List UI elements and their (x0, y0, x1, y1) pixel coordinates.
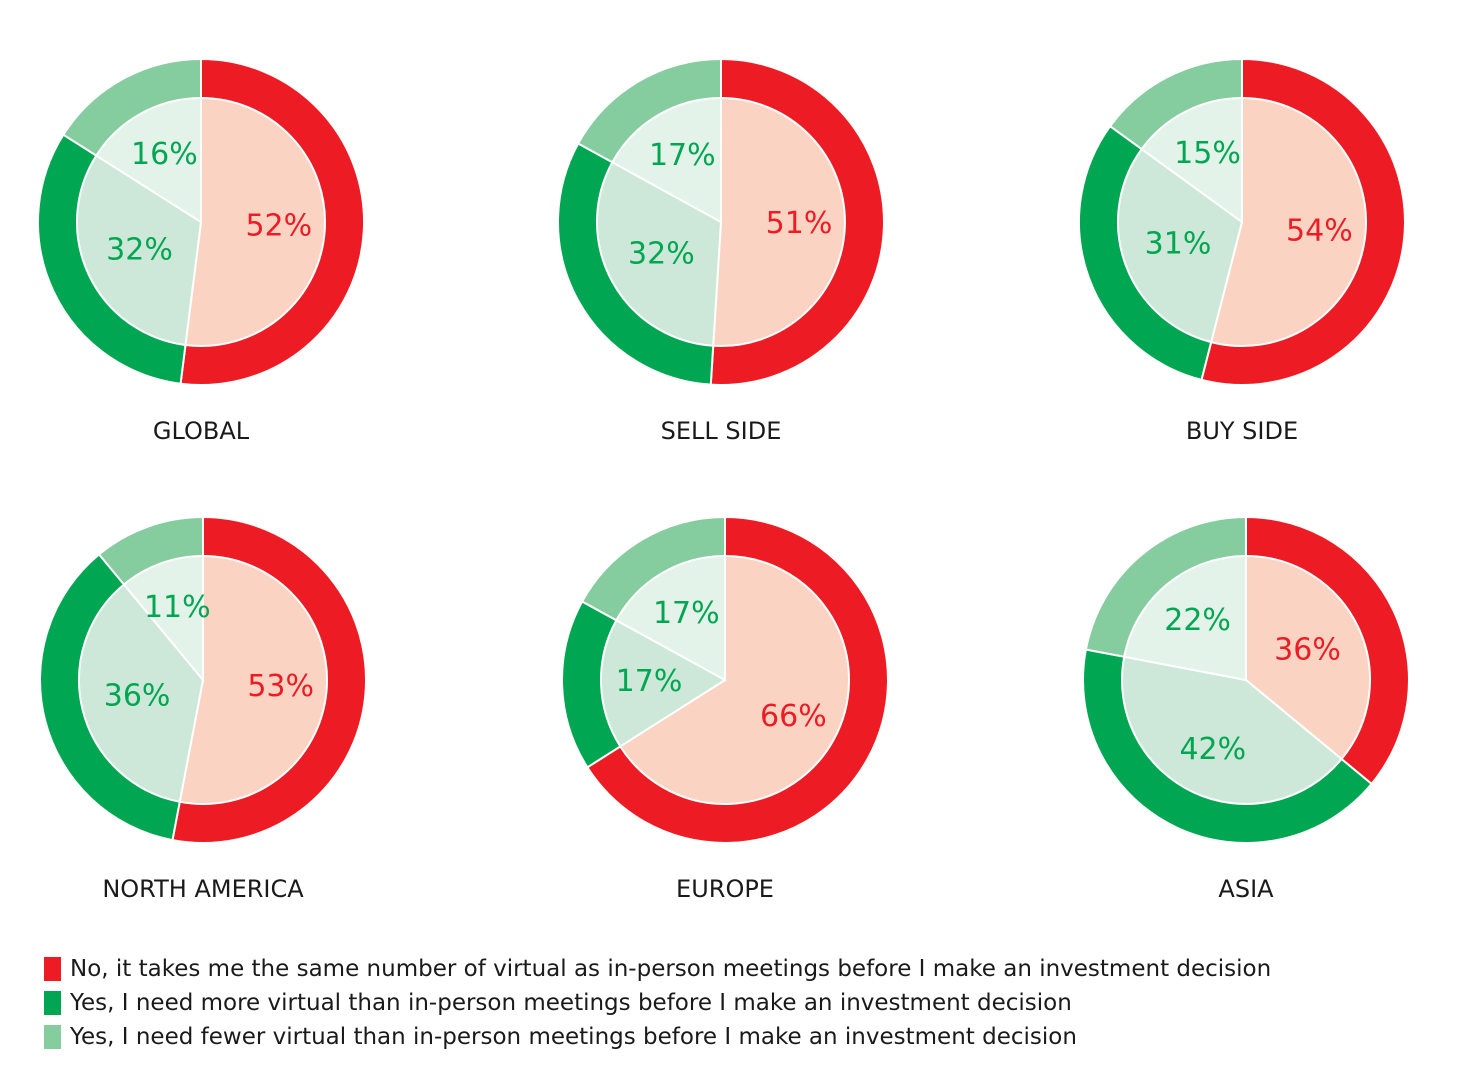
value-label-same: 53% (247, 669, 314, 704)
legend-swatch-more (44, 991, 61, 1015)
donut-charts: 52% 32% 16% GLOBAL 51% 32% 17% SELL SIDE 54% 31% 1… (37, 57, 1410, 903)
value-label-same: 54% (1286, 213, 1353, 248)
inner-slice-fewer (610, 96, 722, 224)
donut-chart-north-america: 53% 36% 11% NORTH AMERICA (39, 515, 367, 903)
inner-slice-fewer (1140, 96, 1243, 224)
donut-chart-sell-side: 51% 32% 17% SELL SIDE (557, 57, 885, 445)
legend-item-more: Yes, I need more virtual than in-person … (44, 986, 1464, 1020)
inner-slice-more (78, 583, 205, 803)
value-label-more: 42% (1179, 732, 1246, 767)
legend-label-same: No, it takes me the same number of virtu… (70, 956, 1272, 982)
inner-slice-fewer (614, 554, 726, 682)
value-label-fewer: 17% (653, 596, 720, 631)
inner-slice-more (600, 618, 727, 748)
value-label-same: 51% (766, 206, 833, 241)
value-label-fewer: 16% (131, 137, 198, 172)
inner-slice-fewer (122, 554, 204, 683)
value-label-more: 36% (104, 678, 171, 713)
inner-slice-same (1209, 96, 1367, 347)
chart-title: GLOBAL (153, 417, 250, 445)
value-label-same: 66% (760, 699, 827, 734)
value-label-fewer: 11% (144, 590, 211, 625)
inner-slice-same (178, 554, 328, 805)
legend-swatch-fewer (44, 1025, 61, 1049)
inner-slice-fewer (94, 96, 202, 224)
legend-label-more: Yes, I need more virtual than in-person … (70, 990, 1072, 1016)
value-label-more: 31% (1145, 227, 1212, 262)
chart-title: SELL SIDE (661, 417, 782, 445)
value-label-more: 32% (106, 233, 173, 268)
inner-slice-more (1121, 655, 1343, 805)
chart-title: BUY SIDE (1186, 417, 1298, 445)
inner-slice-fewer (1123, 554, 1247, 682)
donut-chart-asia: 36% 42% 22% ASIA (1082, 515, 1410, 903)
legend-item-fewer: Yes, I need fewer virtual than in-person… (44, 1020, 1464, 1054)
legend-label-fewer: Yes, I need fewer virtual than in-person… (70, 1024, 1077, 1050)
legend: No, it takes me the same number of virtu… (44, 952, 1464, 1054)
value-label-more: 32% (628, 236, 695, 271)
value-label-fewer: 22% (1164, 603, 1231, 638)
value-label-fewer: 15% (1174, 136, 1241, 171)
value-label-same: 52% (245, 208, 312, 243)
value-label-fewer: 17% (649, 138, 716, 173)
inner-slice-more (1117, 147, 1244, 344)
inner-slice-more (596, 160, 723, 347)
inner-slice-same (712, 96, 846, 347)
chart-title: NORTH AMERICA (102, 875, 304, 903)
legend-item-same: No, it takes me the same number of virtu… (44, 952, 1464, 986)
chart-title: EUROPE (676, 875, 774, 903)
donut-chart-europe: 66% 17% 17% EUROPE (560, 515, 889, 903)
value-label-more: 17% (616, 664, 683, 699)
inner-slice-same (618, 554, 850, 805)
chart-title: ASIA (1218, 875, 1274, 903)
value-label-same: 36% (1274, 633, 1341, 668)
inner-slice-same (184, 96, 327, 347)
donut-chart-global: 52% 32% 16% GLOBAL (37, 57, 365, 445)
legend-swatch-same (44, 957, 61, 981)
donut-chart-buy-side: 54% 31% 15% BUY SIDE (1078, 57, 1406, 445)
inner-slice-same (1245, 554, 1371, 761)
